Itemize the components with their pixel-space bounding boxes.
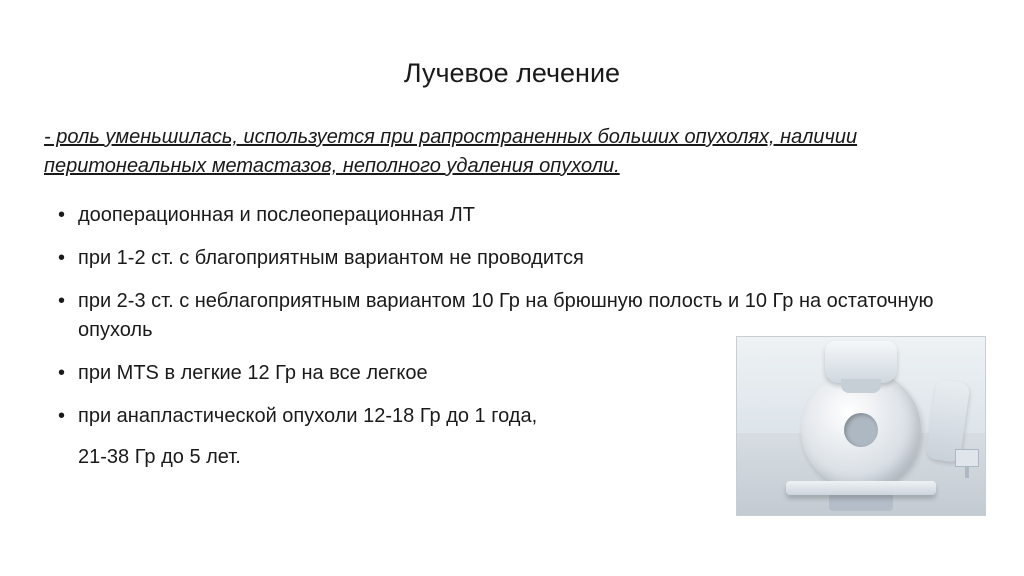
image-gantry-head (825, 341, 897, 383)
list-item-text: при 1-2 ст. с благоприятным вариантом не… (78, 247, 584, 269)
list-item-text: при MTS в легкие 12 Гр на все легкое (78, 362, 428, 384)
list-item: при 1-2 ст. с благоприятным вариантом не… (78, 244, 984, 273)
radiotherapy-machine-image (736, 336, 986, 516)
slide: Лучевое лечение - роль уменьшилась, испо… (0, 0, 1024, 576)
list-item: дооперационная и послеоперационная ЛТ (78, 201, 984, 230)
image-monitor (955, 449, 979, 467)
image-gantry-bore (844, 413, 878, 447)
list-item-text: при анапластической опухоли 12-18 Гр до … (78, 405, 537, 427)
image-couch (786, 481, 936, 495)
image-couch-base (829, 493, 893, 511)
slide-subtitle: - роль уменьшилась, используется при рап… (40, 123, 984, 181)
list-item-text: дооперационная и послеоперационная ЛТ (78, 204, 475, 226)
list-item-text: при 2-3 ст. с неблагоприятным вариантом … (78, 290, 934, 341)
slide-title: Лучевое лечение (40, 58, 984, 89)
